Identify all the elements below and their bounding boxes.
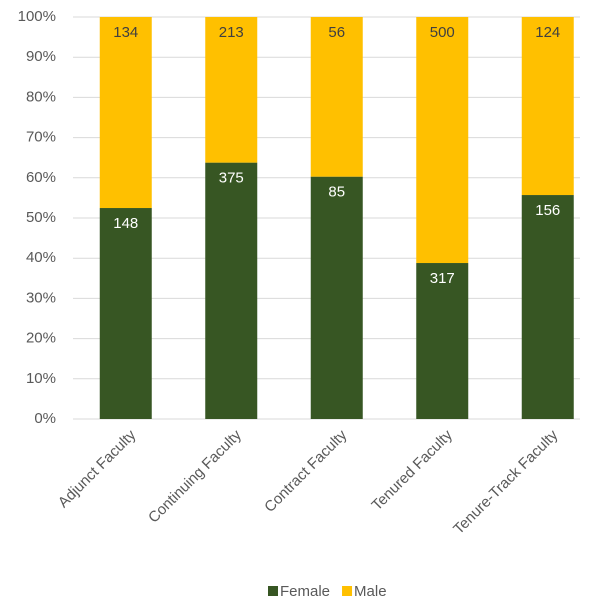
bar-segment [205,162,258,420]
data-label: 375 [219,170,244,187]
bar-segment [205,17,258,163]
x-tick-label: Continuing Faculty [145,426,245,526]
y-tick-label: 100% [18,8,56,25]
y-tick-label: 90% [26,48,56,65]
data-label: 500 [430,24,455,41]
y-tick-label: 80% [26,88,56,105]
data-label: 56 [328,24,345,41]
data-label: 156 [535,202,560,219]
y-tick-label: 10% [26,370,56,387]
x-tick-label: Tenure-Track Faculty [450,426,562,538]
legend-swatch [342,586,353,596]
bar-segment [416,17,469,264]
x-tick-label: Tenured Faculty [368,426,456,514]
y-tick-label: 0% [34,410,56,427]
bar-segment [521,17,574,196]
bar-segment [521,195,574,419]
y-tick-label: 70% [26,129,56,146]
data-label: 213 [219,24,244,41]
y-tick-label: 50% [26,209,56,226]
y-tick-label: 40% [26,249,56,266]
legend-swatch [268,586,278,596]
data-label: 124 [535,24,560,41]
data-label: 148 [113,215,138,232]
legend-label: Female [280,583,330,600]
bar-segment [99,17,152,209]
x-tick-label: Adjunct Faculty [55,426,140,511]
data-label: 134 [113,24,138,41]
y-tick-label: 20% [26,330,56,347]
bar-segment [310,176,363,419]
y-tick-label: 30% [26,289,56,306]
bar-segment [99,208,152,419]
data-label: 317 [430,270,455,287]
data-label: 85 [328,184,345,201]
bar-segment [416,263,469,419]
x-tick-label: Contract Faculty [261,426,351,516]
legend-label: Male [354,583,387,600]
bar-segment [310,17,363,177]
y-tick-label: 60% [26,169,56,186]
